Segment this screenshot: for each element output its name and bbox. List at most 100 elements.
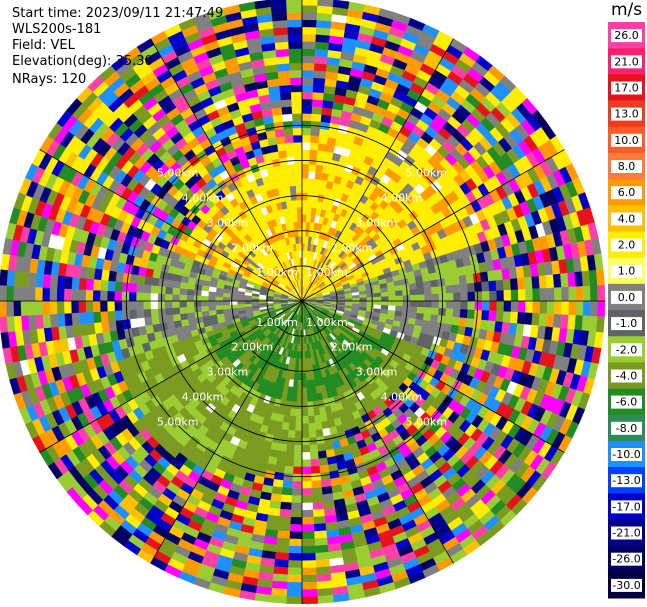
velocity-gate — [282, 178, 291, 188]
velocity-gate — [108, 270, 117, 282]
velocity-gate — [561, 300, 570, 316]
velocity-gate — [321, 486, 333, 495]
velocity-gate — [539, 288, 548, 302]
velocity-gate — [114, 310, 123, 321]
velocity-gate — [282, 113, 293, 122]
velocity-gate — [409, 294, 418, 302]
velocity-gate — [42, 273, 52, 288]
velocity-gate — [596, 316, 605, 333]
velocity-gate — [317, 450, 327, 459]
velocity-gate — [381, 296, 389, 302]
velocity-gate — [308, 171, 316, 180]
velocity-gate — [503, 300, 512, 313]
velocity-gate — [402, 306, 411, 313]
velocity-gate — [35, 314, 44, 330]
velocity-gate — [524, 312, 533, 326]
velocity-gate — [388, 300, 396, 307]
velocity-gate — [293, 459, 303, 468]
velocity-gate — [171, 294, 180, 302]
velocity-gate — [430, 279, 439, 288]
velocity-gate — [100, 311, 109, 323]
velocity-gate — [215, 309, 224, 315]
velocity-gate — [284, 135, 294, 144]
velocity-gate — [287, 429, 296, 439]
velocity-gate — [472, 272, 482, 284]
velocity-gate — [292, 473, 303, 482]
velocity-gate — [56, 275, 66, 289]
velocity-gate — [301, 120, 312, 129]
velocity-gate — [428, 272, 438, 281]
velocity-gate — [301, 401, 308, 410]
velocity-gate — [271, 580, 288, 590]
velocity-gate — [539, 300, 548, 314]
velocity-gate — [395, 290, 404, 297]
velocity-gate — [165, 279, 174, 288]
velocity-gate — [496, 300, 505, 312]
velocity-gate — [273, 27, 289, 36]
velocity-gate — [301, 192, 308, 201]
velocity-gate — [417, 294, 425, 302]
velocity-gate — [322, 427, 331, 437]
velocity-gate — [415, 281, 425, 290]
velocity-gate — [301, 134, 311, 143]
velocity-gate — [281, 421, 290, 431]
velocity-gate — [278, 150, 288, 159]
velocity-gate — [311, 393, 318, 402]
velocity-gate — [309, 142, 319, 151]
velocity-gate — [495, 279, 504, 291]
velocity-gate — [366, 293, 375, 298]
velocity-gate — [312, 84, 325, 94]
velocity-gate — [129, 273, 139, 284]
velocity-gate — [274, 172, 283, 182]
velocity-gate — [582, 285, 591, 302]
velocity-gate — [422, 280, 432, 289]
velocity-gate — [129, 318, 139, 329]
velocity-gate — [311, 480, 322, 489]
velocity-gate — [301, 26, 317, 35]
velocity-gate — [301, 589, 318, 597]
velocity-gate — [401, 283, 410, 291]
velocity-gate — [301, 163, 310, 172]
velocity-gate — [193, 289, 202, 296]
velocity-gate — [308, 163, 317, 173]
velocity-gate — [301, 358, 306, 367]
velocity-gate — [316, 12, 333, 22]
velocity-gate — [301, 207, 308, 215]
velocity-gate — [150, 285, 159, 294]
velocity-gate — [306, 386, 312, 395]
velocity-gate — [172, 287, 181, 295]
velocity-gate — [301, 524, 315, 533]
velocity-gate — [215, 296, 223, 302]
velocity-gate — [317, 143, 327, 152]
velocity-gate — [395, 300, 404, 307]
velocity-gate — [453, 292, 461, 302]
velocity-gate — [301, 430, 310, 439]
velocity-gate — [270, 587, 288, 597]
velocity-gate — [128, 282, 138, 293]
velocity-gate — [278, 516, 291, 525]
velocity-gate — [311, 487, 323, 496]
velocity-gate — [430, 286, 440, 295]
velocity-gate — [208, 300, 216, 307]
velocity-gate — [222, 296, 231, 302]
velocity-gate — [122, 272, 132, 284]
velocity-gate — [244, 300, 252, 305]
velocity-gate — [78, 300, 87, 313]
velocity-gate — [291, 199, 298, 208]
velocity-gate — [297, 372, 303, 381]
velocity-gate — [285, 596, 303, 605]
velocity-gate — [275, 48, 290, 58]
velocity-gate — [200, 295, 209, 302]
velocity-gate — [294, 430, 303, 439]
velocity-gate — [301, 185, 309, 194]
velocity-gate — [13, 315, 23, 332]
velocity-gate — [312, 400, 320, 409]
velocity-gate — [136, 274, 146, 285]
velocity-gate — [107, 310, 116, 322]
velocity-gate — [27, 300, 36, 316]
velocity-gate — [78, 277, 87, 290]
velocity-gate — [143, 300, 151, 310]
velocity-gate — [270, 0, 287, 7]
velocity-gate — [319, 464, 330, 474]
velocity-gate — [151, 277, 160, 287]
